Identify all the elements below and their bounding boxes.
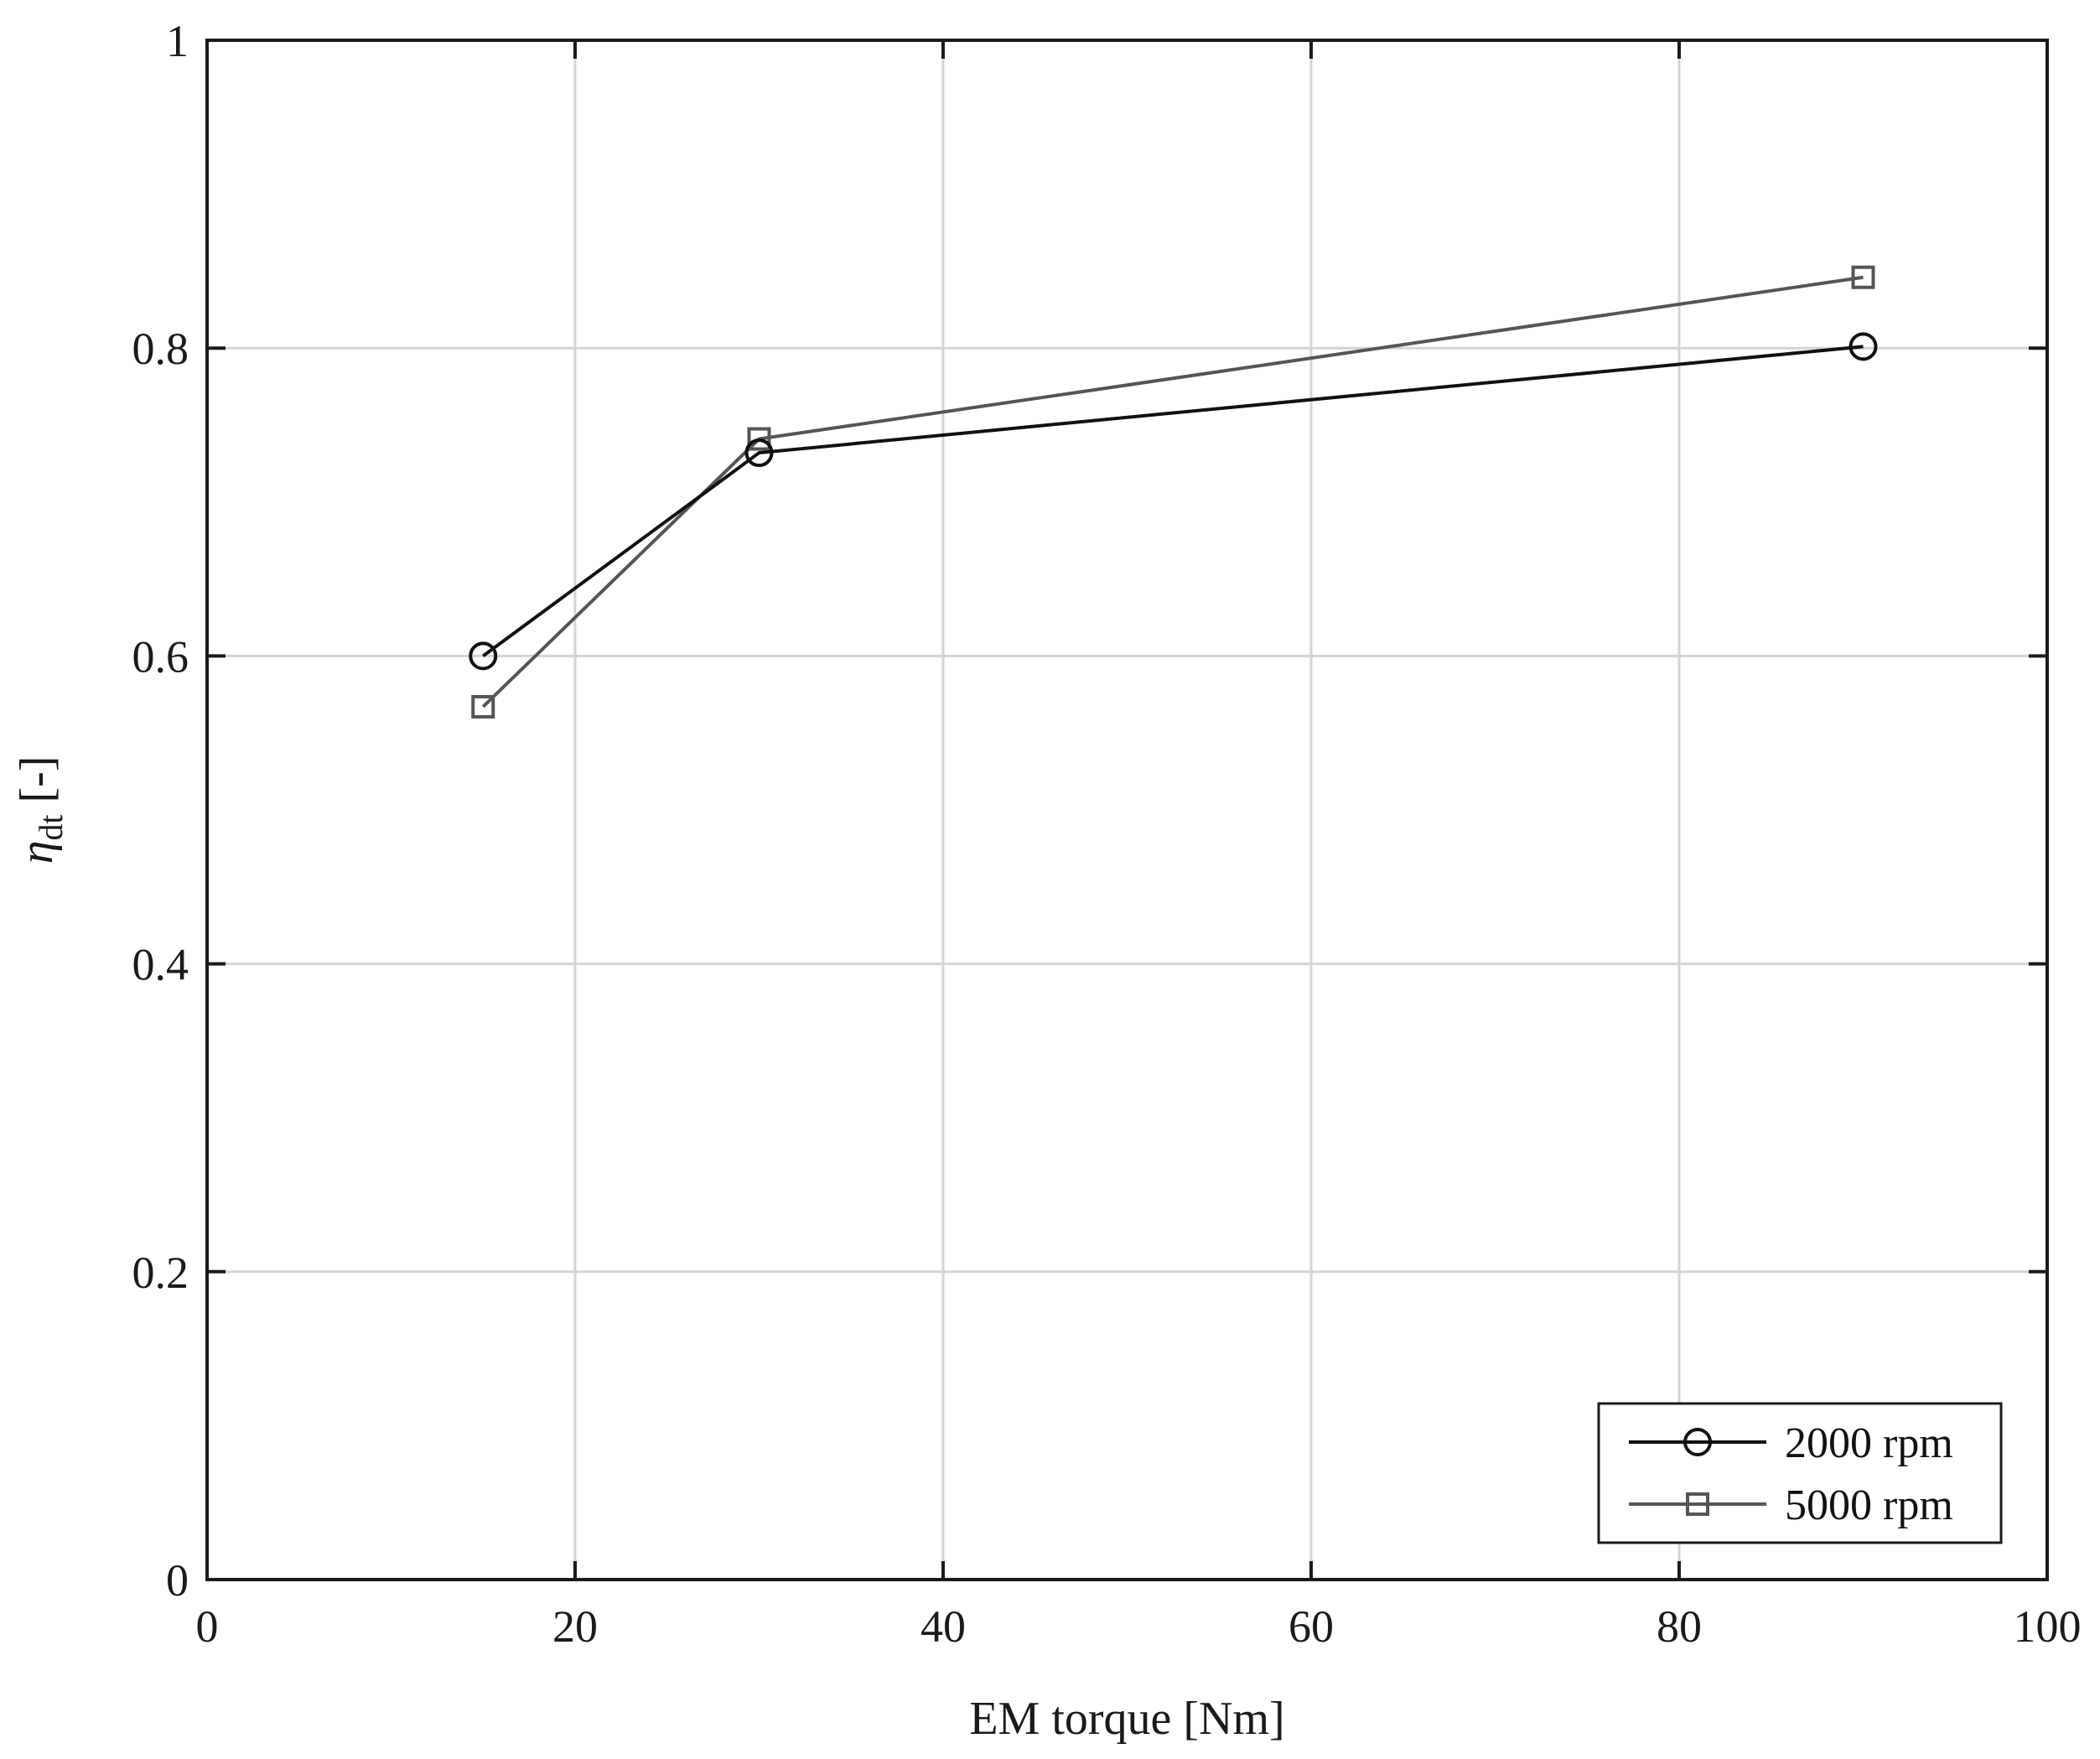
x-tick-label: 20 (552, 1601, 598, 1652)
ticks (205, 39, 2049, 1581)
circle-marker-icon (1683, 1428, 1712, 1456)
y-tick-labels: 0 0.2 0.4 0.6 0.8 1 (132, 16, 189, 1606)
y-tick-label: 1 (166, 16, 189, 66)
data-point (1851, 265, 1875, 289)
x-tick-label: 100 (2014, 1601, 2082, 1652)
data-point (469, 641, 498, 671)
series-5000-rpm (471, 265, 1875, 719)
y-axis-label: ηdt [-] (11, 756, 70, 864)
y-tick-label: 0.6 (132, 631, 189, 682)
y-axis-label-symbol: η (11, 841, 63, 864)
x-tick-label: 0 (196, 1601, 219, 1652)
plot-frame (205, 39, 2049, 1581)
y-axis-label-unit: [-] (11, 756, 63, 815)
data-point (1849, 332, 1878, 361)
x-tick-label: 60 (1289, 1601, 1334, 1652)
square-marker-icon (1686, 1492, 1709, 1516)
y-tick-label: 0.4 (132, 940, 189, 990)
y-axis-label-subscript: dt (32, 815, 70, 841)
y-tick-label: 0.2 (132, 1248, 189, 1298)
legend-label: 2000 rpm (1785, 1419, 1953, 1467)
data-point (471, 694, 495, 719)
series-2000-rpm (469, 332, 1878, 671)
grid (207, 40, 2047, 1580)
data-point (747, 427, 771, 451)
y-tick-label: 0.8 (132, 324, 189, 374)
x-tick-labels: 0 20 40 60 80 100 (196, 1601, 2082, 1652)
legend: 2000 rpm 5000 rpm (1597, 1402, 2003, 1544)
x-tick-label: 80 (1657, 1601, 1702, 1652)
x-tick-label: 40 (920, 1601, 966, 1652)
legend-entry: 2000 rpm (1629, 1419, 1953, 1467)
series-layer (469, 265, 1878, 719)
legend-label: 5000 rpm (1785, 1481, 1953, 1529)
series-line (482, 345, 1864, 658)
x-axis-label: EM torque [Nm] (969, 1693, 1284, 1745)
y-tick-label: 0 (166, 1555, 189, 1606)
series-line (481, 275, 1864, 708)
data-point (744, 438, 774, 468)
legend-box (1597, 1402, 2003, 1544)
legend-entry: 5000 rpm (1629, 1481, 1953, 1529)
